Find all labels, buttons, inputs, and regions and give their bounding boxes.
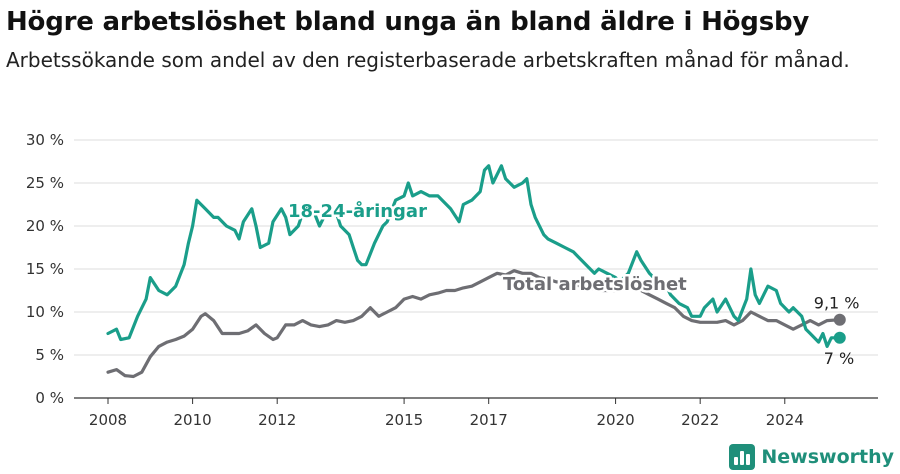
chart-title: Högre arbetslöshet bland unga än bland ä… — [6, 7, 810, 37]
y-tick-label: 0 % — [35, 389, 64, 407]
y-tick-label: 30 % — [26, 131, 64, 149]
x-tick-label: 2024 — [766, 411, 804, 429]
total-end-marker — [833, 313, 846, 326]
x-tick-label: 2012 — [258, 411, 296, 429]
chart-subtitle: Arbetssökande som andel av den registerb… — [6, 48, 850, 72]
x-tick-label: 2010 — [174, 411, 212, 429]
x-axis-ticks: 2008 2010 2012 2015 2017 2020 2022 2024 — [89, 398, 804, 429]
youth-end-marker — [833, 331, 846, 344]
x-tick-label: 2022 — [681, 411, 719, 429]
x-tick-label: 2020 — [596, 411, 634, 429]
x-tick-label: 2017 — [470, 411, 508, 429]
x-tick-label: 2015 — [385, 411, 423, 429]
youth-series-line — [106, 164, 842, 348]
bar-chart-icon — [729, 444, 756, 470]
total-series-line — [106, 269, 842, 379]
total-end-label: 9,1 % — [814, 294, 860, 313]
y-tick-label: 15 % — [26, 260, 64, 278]
y-tick-label: 10 % — [26, 303, 64, 321]
y-tick-label: 5 % — [35, 346, 64, 364]
y-tick-label: 25 % — [26, 174, 64, 192]
series-lines — [106, 164, 846, 379]
total-series-label: Total arbetslöshet — [503, 274, 687, 295]
youth-series-label: 18-24-åringar — [288, 200, 427, 222]
grid-lines — [74, 139, 878, 356]
brand-name: Newsworthy — [761, 446, 894, 468]
x-tick-label: 2008 — [89, 411, 127, 429]
y-tick-label: 20 % — [26, 217, 64, 235]
series-labels: 18-24-åringar Total arbetslöshet 9,1 % 7 % — [286, 198, 860, 368]
newsworthy-logo: Newsworthy — [729, 444, 894, 470]
youth-end-label: 7 % — [824, 349, 854, 368]
y-axis-ticks: 0 % 5 % 10 % 15 % 20 % 25 % 30 % — [26, 131, 64, 407]
